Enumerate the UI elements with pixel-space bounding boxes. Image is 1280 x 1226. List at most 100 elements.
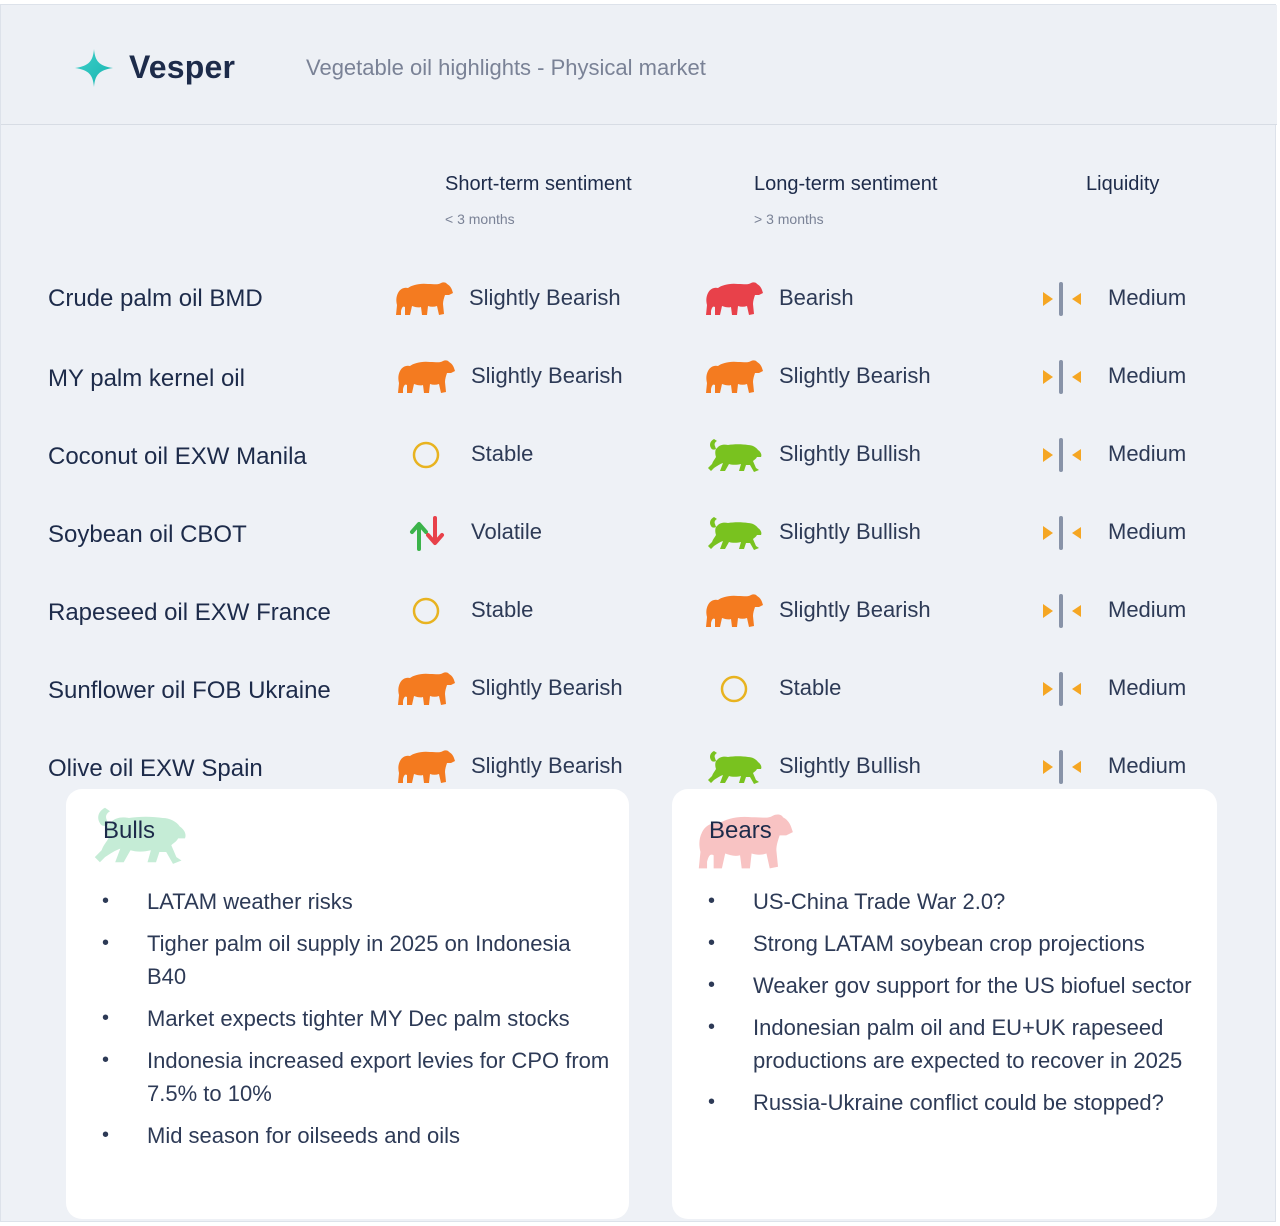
- product-name: Soybean oil CBOT: [48, 521, 247, 548]
- table-row: Olive oil EXW Spain Slightly Bearish Sligh…: [1, 739, 1277, 799]
- liquidity-label: Medium: [1108, 753, 1187, 778]
- long-term-subheader: > 3 months: [754, 211, 824, 227]
- short-term-label: Slightly Bearish: [469, 285, 621, 310]
- bull-green-icon: [704, 513, 764, 553]
- bears-list-item: • Strong LATAM soybean crop projections: [708, 927, 1208, 960]
- bull-green-icon-graphic: [704, 513, 764, 553]
- short-term-subheader: < 3 months: [445, 211, 515, 227]
- bull-green-icon: [704, 747, 764, 787]
- bullet-icon: •: [102, 1049, 110, 1071]
- bullet-icon: •: [708, 974, 716, 996]
- bulls-list-item: • Indonesia increased export levies for C…: [102, 1044, 612, 1110]
- medium-liquidity-icon-graphic: [1043, 516, 1081, 550]
- long-term-label: Slightly Bullish: [779, 519, 921, 544]
- bulls-list-item: • Tigher palm oil supply in 2025 on Indon…: [102, 927, 612, 993]
- short-term-label: Slightly Bearish: [471, 675, 623, 700]
- page-subtitle: Vegetable oil highlights - Physical mark…: [306, 55, 706, 80]
- medium-liquidity-icon-graphic: [1043, 438, 1081, 472]
- bear-orange-icon: [704, 591, 764, 631]
- stable-circle-icon: [396, 591, 456, 631]
- medium-liquidity-icon-graphic: [1043, 750, 1081, 784]
- stable-circle-icon-graphic: [720, 675, 748, 703]
- brand-name: Vesper: [129, 49, 236, 85]
- bulls-item-text: Mid season for oilseeds and oils: [147, 1123, 461, 1148]
- stable-circle-icon-graphic: [412, 597, 440, 625]
- bears-item-text: Russia-Ukraine conflict could be stopped…: [753, 1090, 1164, 1115]
- stable-circle-icon: [396, 435, 456, 475]
- bullet-icon: •: [708, 932, 716, 954]
- bear-orange-icon: [394, 279, 454, 319]
- product-name: Sunflower oil FOB Ukraine: [48, 677, 331, 704]
- medium-liquidity-icon: [1031, 591, 1091, 631]
- bulls-card: Bulls • LATAM weather risks • Tigher palm o…: [66, 789, 629, 1219]
- bulls-item-text: Tigher palm oil supply in 2025 on Indone…: [147, 931, 571, 989]
- stable-circle-icon-graphic: [412, 441, 440, 469]
- bears-item-text: Weaker gov support for the US biofuel se…: [753, 973, 1192, 998]
- bear-orange-icon: [704, 357, 764, 397]
- short-term-header: Short-term sentiment: [445, 173, 632, 195]
- long-term-label: Slightly Bullish: [779, 753, 921, 778]
- long-term-label: Slightly Bearish: [779, 597, 931, 622]
- bear-orange-icon-graphic: [704, 591, 764, 631]
- bulls-item-text: LATAM weather risks: [147, 889, 353, 914]
- liquidity-header: Liquidity: [1086, 173, 1160, 195]
- bull-green-icon: [704, 435, 764, 475]
- bears-item-text: Strong LATAM soybean crop projections: [753, 931, 1145, 956]
- long-term-label: Slightly Bearish: [779, 363, 931, 388]
- table-row: Sunflower oil FOB Ukraine Slightly Bearis…: [1, 661, 1277, 721]
- bulls-list-item: • Mid season for oilseeds and oils: [102, 1119, 612, 1152]
- bears-list-item: • Russia-Ukraine conflict could be stoppe…: [708, 1086, 1208, 1119]
- table-row: Crude palm oil BMD Slightly Bearish Bearis…: [1, 271, 1277, 331]
- bullet-icon: •: [102, 1124, 110, 1146]
- short-term-label: Slightly Bearish: [471, 363, 623, 388]
- bears-item-text: US-China Trade War 2.0?: [753, 889, 1006, 914]
- medium-liquidity-icon-graphic: [1043, 360, 1081, 394]
- bulls-list: • LATAM weather risks • Tigher palm oil sup…: [102, 885, 612, 1161]
- bear-orange-icon-graphic: [394, 279, 454, 319]
- short-term-label: Stable: [471, 441, 534, 466]
- medium-liquidity-icon: [1031, 357, 1091, 397]
- bear-orange-icon: [396, 747, 456, 787]
- bullet-icon: •: [708, 1091, 716, 1113]
- medium-liquidity-icon: [1031, 435, 1091, 475]
- liquidity-label: Medium: [1108, 519, 1187, 544]
- bulls-item-text: Indonesia increased export levies for CP…: [147, 1048, 610, 1106]
- bull-green-icon-graphic: [704, 435, 764, 475]
- table-row: Coconut oil EXW Manila Stable Slightly Bul…: [1, 427, 1277, 487]
- table-row: MY palm kernel oil Slightly Bearish Slight…: [1, 349, 1277, 409]
- medium-liquidity-icon: [1031, 279, 1091, 319]
- bull-green-icon-graphic: [704, 747, 764, 787]
- bears-item-text: Indonesian palm oil and EU+UK rapeseed p…: [753, 1015, 1183, 1073]
- bullet-icon: •: [102, 890, 110, 912]
- long-term-header: Long-term sentiment: [754, 173, 938, 195]
- short-term-label: Slightly Bearish: [471, 753, 623, 778]
- bear-orange-icon: [396, 357, 456, 397]
- product-name: MY palm kernel oil: [48, 365, 245, 392]
- liquidity-label: Medium: [1108, 363, 1187, 388]
- page: Vesper Vegetable oil highlights - Physic…: [0, 4, 1277, 1222]
- long-term-label: Stable: [779, 675, 842, 700]
- header: Vesper Vegetable oil highlights - Physic…: [1, 5, 1277, 125]
- medium-liquidity-icon: [1031, 747, 1091, 787]
- bears-list: • US-China Trade War 2.0? • Strong LATAM so…: [708, 885, 1208, 1128]
- bullet-icon: •: [102, 1007, 110, 1029]
- medium-liquidity-icon-graphic: [1043, 672, 1081, 706]
- short-term-label: Volatile: [471, 519, 542, 544]
- bear-red-icon-graphic: [704, 279, 764, 319]
- volatile-arrows-icon: [396, 513, 456, 553]
- table-row: Rapeseed oil EXW France Stable Slightly Be…: [1, 583, 1277, 643]
- bear-orange-icon-graphic: [396, 357, 456, 397]
- liquidity-label: Medium: [1108, 597, 1187, 622]
- bear-orange-icon-graphic: [396, 747, 456, 787]
- stable-circle-icon: [704, 669, 764, 709]
- bears-list-item: • US-China Trade War 2.0?: [708, 885, 1208, 918]
- bear-orange-icon: [396, 669, 456, 709]
- bears-title: Bears: [709, 817, 772, 844]
- bear-orange-icon-graphic: [704, 357, 764, 397]
- liquidity-label: Medium: [1108, 285, 1187, 310]
- volatile-arrows-icon-graphic: [410, 516, 444, 551]
- medium-liquidity-icon: [1031, 513, 1091, 553]
- bullet-icon: •: [708, 1016, 716, 1038]
- bulls-list-item: • LATAM weather risks: [102, 885, 612, 918]
- product-name: Coconut oil EXW Manila: [48, 443, 307, 470]
